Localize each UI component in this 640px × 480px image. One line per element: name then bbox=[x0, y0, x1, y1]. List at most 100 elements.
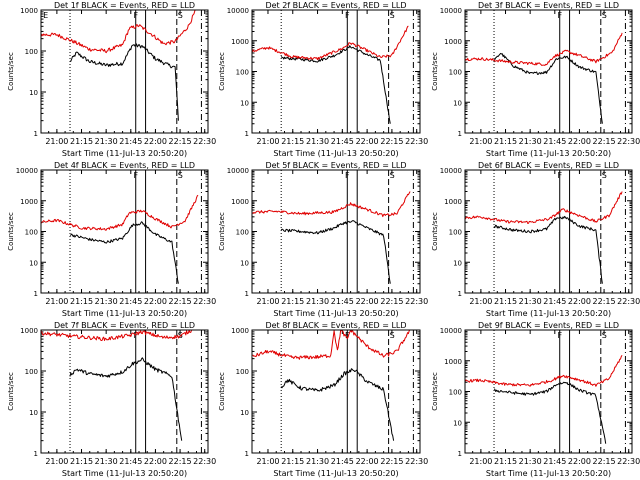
y-tick-label: 1 bbox=[34, 290, 38, 298]
x-tick-label: 21:15 bbox=[281, 457, 304, 466]
y-tick-label: 1 bbox=[34, 130, 38, 138]
y-tick-label: 1000 bbox=[444, 198, 462, 206]
x-tick-label: 22:15 bbox=[169, 297, 192, 306]
lld-series-line bbox=[252, 330, 411, 360]
x-tick-label: 21:45 bbox=[119, 297, 142, 306]
x-tick-label: 22:30 bbox=[405, 297, 428, 306]
chart-title: Det 3f BLACK = Events, RED = LLD bbox=[478, 1, 619, 10]
y-tick-label: 100 bbox=[449, 69, 462, 77]
x-tick-label: 21:30 bbox=[306, 297, 329, 306]
marker-label: F bbox=[557, 11, 562, 20]
chart-panel-2: Det 2f BLACK = Events, RED = LLD Start Ti… bbox=[218, 1, 428, 158]
x-tick-label: 22:30 bbox=[405, 457, 428, 466]
x-tick-label: 21:00 bbox=[469, 297, 492, 306]
y-tick-label: 1000 bbox=[20, 7, 38, 15]
chart-panel-7: Det 7f BLACK = Events, RED = LLD Start Ti… bbox=[7, 321, 216, 478]
y-tick-label: 1 bbox=[458, 290, 462, 298]
events-series-line bbox=[69, 221, 179, 284]
x-tick-label: 22:30 bbox=[617, 457, 640, 466]
marker-label: F bbox=[133, 171, 138, 180]
x-tick-label: 21:00 bbox=[256, 297, 279, 306]
lld-series-line bbox=[465, 355, 623, 387]
x-tick-label: 22:00 bbox=[144, 137, 167, 146]
y-axis-label: Counts/sec bbox=[7, 52, 15, 91]
marker-label: S bbox=[178, 171, 183, 180]
x-axis-label: Start Time (11-Jul-13 20:50:20) bbox=[273, 469, 398, 478]
x-tick-label: 21:15 bbox=[494, 297, 517, 306]
marker-label: F bbox=[345, 11, 350, 20]
lld-series-line bbox=[465, 32, 623, 66]
x-tick-label: 22:00 bbox=[144, 457, 167, 466]
x-tick-label: 21:45 bbox=[543, 457, 566, 466]
y-tick-label: 100 bbox=[25, 48, 38, 56]
y-tick-label: 10 bbox=[453, 419, 462, 427]
x-tick-label: 21:00 bbox=[256, 457, 279, 466]
x-axis-label: Start Time (11-Jul-13 20:50:20) bbox=[62, 469, 187, 478]
lld-series-line bbox=[252, 25, 409, 61]
chart-title: Det 7f BLACK = Events, RED = LLD bbox=[54, 321, 195, 330]
chart-title: Det 2f BLACK = Events, RED = LLD bbox=[265, 1, 406, 10]
x-tick-label: 22:15 bbox=[593, 137, 616, 146]
x-tick-label: 22:30 bbox=[193, 457, 216, 466]
x-tick-label: 22:00 bbox=[568, 457, 591, 466]
y-tick-label: 10 bbox=[29, 259, 38, 267]
x-tick-label: 22:15 bbox=[380, 457, 403, 466]
chart-title: Det 6f BLACK = Events, RED = LLD bbox=[478, 161, 619, 170]
x-tick-label: 22:00 bbox=[356, 457, 379, 466]
x-tick-label: 22:30 bbox=[617, 297, 640, 306]
lld-series-line bbox=[41, 194, 199, 231]
marker-label: S bbox=[390, 11, 395, 20]
chart-title: Det 9f BLACK = Events, RED = LLD bbox=[478, 321, 619, 330]
x-tick-label: 21:00 bbox=[45, 457, 68, 466]
y-tick-label: 10 bbox=[29, 89, 38, 97]
y-axis-label: Counts/sec bbox=[7, 212, 15, 251]
x-axis-label: Start Time (11-Jul-13 20:50:20) bbox=[486, 149, 611, 158]
x-tick-label: 22:00 bbox=[568, 137, 591, 146]
chart-panel-3: Det 3f BLACK = Events, RED = LLD Start Ti… bbox=[431, 1, 640, 158]
x-tick-label: 22:00 bbox=[356, 137, 379, 146]
marker-label: S bbox=[602, 11, 607, 20]
x-tick-label: 21:45 bbox=[543, 137, 566, 146]
x-axis-label: Start Time (11-Jul-13 20:50:20) bbox=[273, 309, 398, 318]
chart-title: Det 8f BLACK = Events, RED = LLD bbox=[265, 321, 406, 330]
marker-label: S bbox=[602, 171, 607, 180]
x-tick-label: 22:15 bbox=[380, 137, 403, 146]
y-tick-label: 100 bbox=[449, 389, 462, 397]
y-tick-label: 10000 bbox=[440, 7, 462, 15]
marker-label: S bbox=[178, 11, 183, 20]
y-axis-label: Counts/sec bbox=[431, 52, 439, 91]
y-tick-label: 1 bbox=[458, 130, 462, 138]
chart-title: Det 5f BLACK = Events, RED = LLD bbox=[265, 161, 406, 170]
x-tick-label: 22:30 bbox=[617, 137, 640, 146]
y-tick-label: 100 bbox=[25, 229, 38, 237]
y-tick-label: 100 bbox=[236, 69, 249, 77]
y-tick-label: 1000 bbox=[444, 358, 462, 366]
x-axis-label: Start Time (11-Jul-13 20:50:20) bbox=[486, 309, 611, 318]
marker-label: F bbox=[557, 171, 562, 180]
marker-label: S bbox=[602, 331, 607, 340]
chart-panel-1: Det 1f BLACK = Events, RED = LLD Start Ti… bbox=[7, 1, 216, 158]
plot-frame bbox=[251, 169, 421, 294]
marker-label: E bbox=[43, 11, 48, 20]
x-tick-label: 21:15 bbox=[494, 137, 517, 146]
x-tick-label: 21:15 bbox=[281, 137, 304, 146]
x-tick-label: 21:00 bbox=[469, 457, 492, 466]
plot-frame bbox=[251, 9, 421, 134]
x-tick-label: 21:15 bbox=[70, 457, 93, 466]
marker-label: F bbox=[133, 11, 138, 20]
y-tick-label: 100 bbox=[236, 229, 249, 237]
chart-panel-9: Det 9f BLACK = Events, RED = LLD Start Ti… bbox=[431, 321, 640, 478]
y-tick-label: 10 bbox=[240, 99, 249, 107]
x-tick-label: 22:00 bbox=[356, 297, 379, 306]
plot-frame bbox=[464, 9, 633, 134]
chart-title: Det 1f BLACK = Events, RED = LLD bbox=[54, 1, 195, 10]
x-tick-label: 21:30 bbox=[95, 297, 118, 306]
x-tick-label: 21:45 bbox=[331, 297, 354, 306]
y-tick-label: 100 bbox=[236, 368, 249, 376]
events-series-line bbox=[493, 381, 607, 444]
lld-series-line bbox=[252, 191, 411, 218]
x-tick-label: 22:15 bbox=[169, 457, 192, 466]
y-tick-label: 10 bbox=[240, 409, 249, 417]
x-tick-label: 22:15 bbox=[593, 457, 616, 466]
